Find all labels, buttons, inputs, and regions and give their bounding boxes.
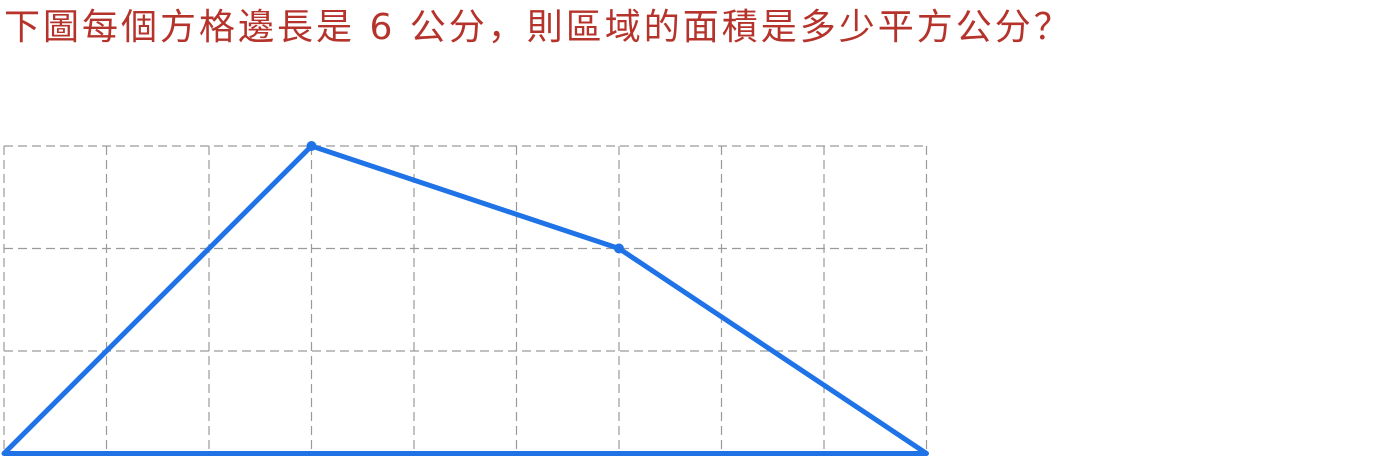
vertex-point [614,243,624,254]
vertex-point [306,141,317,151]
grid-lines [3,145,928,455]
polygon-shape [1,141,929,456]
region-outline [1,143,929,456]
question-text: 下圖每個方格邊長是 6 公分，則區域的面積是多少平方公分？ [4,7,1073,48]
